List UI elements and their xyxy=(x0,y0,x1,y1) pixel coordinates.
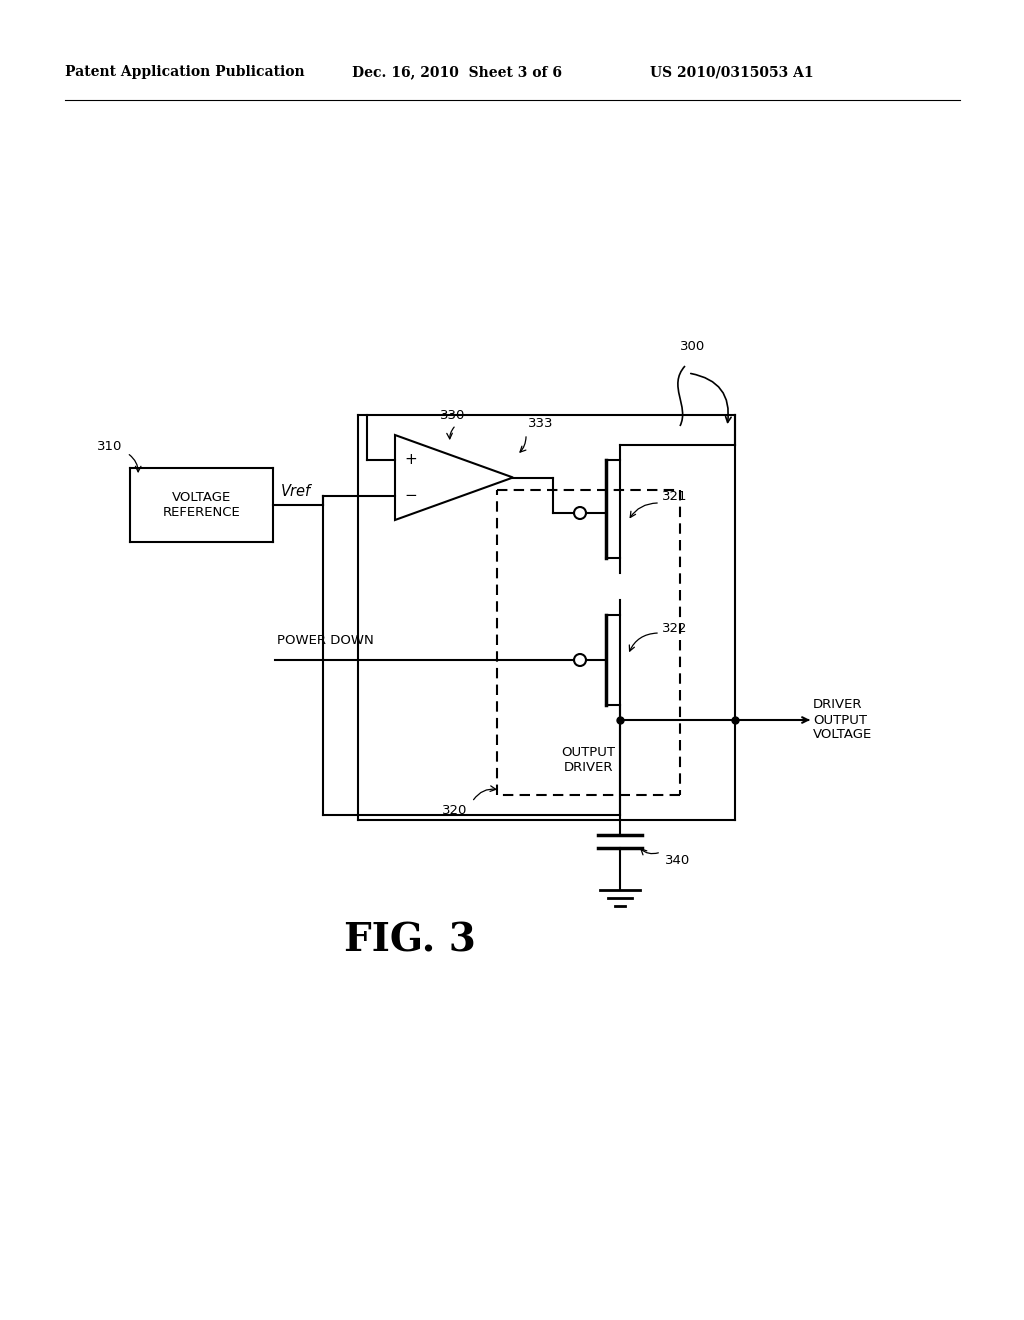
Text: DRIVER
OUTPUT
VOLTAGE: DRIVER OUTPUT VOLTAGE xyxy=(813,698,872,742)
Text: 340: 340 xyxy=(665,854,690,866)
Text: 300: 300 xyxy=(680,339,706,352)
Text: 310: 310 xyxy=(96,440,122,453)
Text: OUTPUT
DRIVER: OUTPUT DRIVER xyxy=(561,746,615,774)
Text: −: − xyxy=(404,488,418,503)
Text: 330: 330 xyxy=(440,409,466,422)
Text: 321: 321 xyxy=(662,491,687,503)
Text: Vref: Vref xyxy=(281,483,311,499)
Circle shape xyxy=(574,507,586,519)
Polygon shape xyxy=(395,436,513,520)
Text: +: + xyxy=(404,451,418,467)
Text: US 2010/0315053 A1: US 2010/0315053 A1 xyxy=(650,65,814,79)
Text: VOLTAGE
REFERENCE: VOLTAGE REFERENCE xyxy=(163,491,241,519)
Circle shape xyxy=(574,653,586,667)
Text: 320: 320 xyxy=(441,804,467,817)
Text: 322: 322 xyxy=(662,622,687,635)
Text: Patent Application Publication: Patent Application Publication xyxy=(65,65,304,79)
Text: Dec. 16, 2010  Sheet 3 of 6: Dec. 16, 2010 Sheet 3 of 6 xyxy=(352,65,562,79)
Text: FIG. 3: FIG. 3 xyxy=(344,921,476,960)
Text: 333: 333 xyxy=(528,417,554,430)
Text: POWER DOWN: POWER DOWN xyxy=(278,634,374,647)
